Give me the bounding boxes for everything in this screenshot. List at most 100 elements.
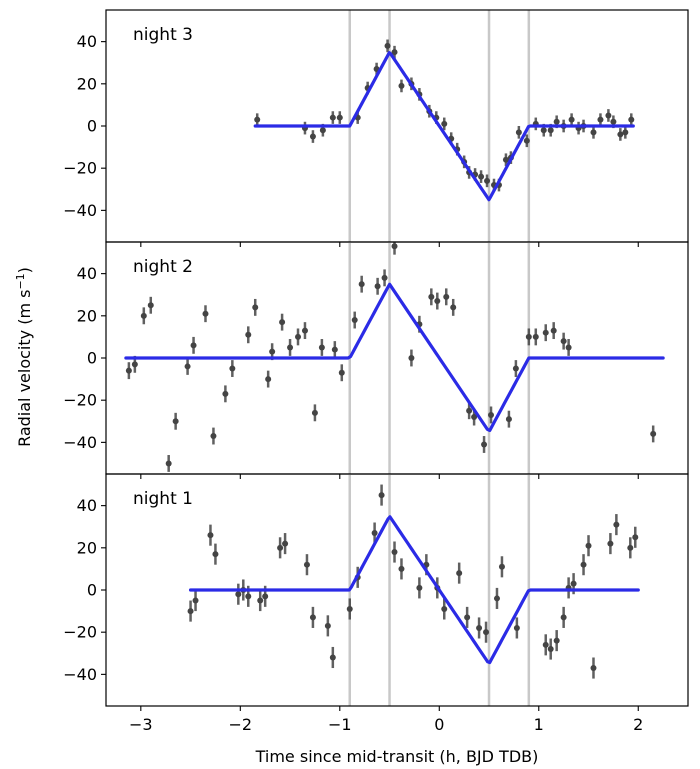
data-point xyxy=(590,129,597,136)
data-point xyxy=(456,570,463,577)
data-point xyxy=(331,346,338,353)
y-axis-label-main: Radial velocity (m s xyxy=(15,290,34,447)
data-point xyxy=(493,595,500,602)
data-point xyxy=(351,317,358,324)
data-point xyxy=(476,624,483,631)
y-tick-label: 40 xyxy=(77,264,97,283)
data-point xyxy=(597,116,604,123)
data-point xyxy=(542,641,549,648)
x-tick-label: 0 xyxy=(434,715,444,734)
data-point xyxy=(605,112,612,119)
data-point xyxy=(269,348,276,355)
data-point xyxy=(628,116,635,123)
panel-3: −40 −20 0 20 40 night 1 xyxy=(63,473,689,711)
data-point xyxy=(184,363,191,370)
data-point xyxy=(338,369,345,376)
data-point xyxy=(632,534,639,541)
data-point xyxy=(547,127,554,134)
data-point xyxy=(309,133,316,140)
data-point xyxy=(391,549,398,556)
panel-plot-area-1 xyxy=(253,10,635,242)
data-point xyxy=(245,331,252,338)
panel-title: night 1 xyxy=(133,489,193,509)
data-point xyxy=(391,243,398,250)
data-point xyxy=(277,544,284,551)
data-point xyxy=(617,131,624,138)
data-point xyxy=(311,409,318,416)
data-point xyxy=(309,614,316,621)
data-point xyxy=(484,177,491,184)
data-point xyxy=(547,646,554,653)
x-tick-label: −1 xyxy=(328,715,352,734)
data-point xyxy=(627,544,634,551)
model-curve xyxy=(253,51,635,202)
data-point xyxy=(210,433,217,440)
data-point xyxy=(580,561,587,568)
data-point xyxy=(207,532,214,539)
data-point xyxy=(318,344,325,351)
data-point xyxy=(398,82,405,89)
data-point xyxy=(590,665,597,672)
data-point xyxy=(540,127,547,134)
model-curve xyxy=(124,282,665,433)
data-point xyxy=(212,551,219,558)
y-axis-label-exponent: −1 xyxy=(14,273,27,289)
data-point xyxy=(650,430,657,437)
data-point xyxy=(187,608,194,615)
panel-1: −40 −20 0 20 40 night 3 xyxy=(63,9,689,247)
data-point xyxy=(282,540,289,547)
y-tick-label: −20 xyxy=(63,391,97,410)
data-point xyxy=(550,327,557,334)
y-tick-label: −20 xyxy=(63,623,97,642)
x-tick-label: 1 xyxy=(534,715,544,734)
data-point xyxy=(428,293,435,300)
data-point xyxy=(515,129,522,136)
data-point xyxy=(450,304,457,311)
data-point xyxy=(464,614,471,621)
y-tick-label: −40 xyxy=(63,201,97,220)
data-point xyxy=(381,274,388,281)
data-point xyxy=(512,365,519,372)
data-point xyxy=(192,597,199,604)
data-point xyxy=(329,114,336,121)
data-point xyxy=(374,283,381,290)
data-point xyxy=(303,561,310,568)
data-point xyxy=(585,542,592,549)
data-point xyxy=(319,127,326,134)
data-point xyxy=(265,376,272,383)
y-axis-label-close: ) xyxy=(15,267,34,273)
data-point xyxy=(301,327,308,334)
data-point xyxy=(443,293,450,300)
data-point xyxy=(483,629,490,636)
data-point xyxy=(254,116,261,123)
data-point xyxy=(525,333,532,340)
data-point xyxy=(295,333,302,340)
y-tick-label: 20 xyxy=(77,306,97,325)
data-point xyxy=(478,173,485,180)
x-tick-labels: −3 −2 −1 0 1 2 xyxy=(129,715,643,734)
data-point xyxy=(505,416,512,423)
data-point xyxy=(408,355,415,361)
panel-title: night 2 xyxy=(133,257,193,277)
y-tick-label: 0 xyxy=(87,349,97,368)
y-tick-label: 0 xyxy=(87,117,97,136)
data-point xyxy=(532,333,539,340)
x-tick-label: −3 xyxy=(129,715,153,734)
data-point xyxy=(513,624,520,631)
panel-title: night 3 xyxy=(133,25,193,45)
data-point xyxy=(346,605,353,612)
data-point xyxy=(252,304,259,311)
data-point xyxy=(523,137,530,144)
data-point xyxy=(610,118,617,125)
data-point xyxy=(165,460,172,467)
data-point xyxy=(125,367,132,374)
data-point xyxy=(471,414,478,421)
data-point xyxy=(565,344,572,351)
data-point xyxy=(568,116,575,123)
y-tick-label: 20 xyxy=(77,538,97,557)
data-point xyxy=(324,622,331,629)
data-point xyxy=(262,593,269,600)
data-point xyxy=(384,42,391,49)
